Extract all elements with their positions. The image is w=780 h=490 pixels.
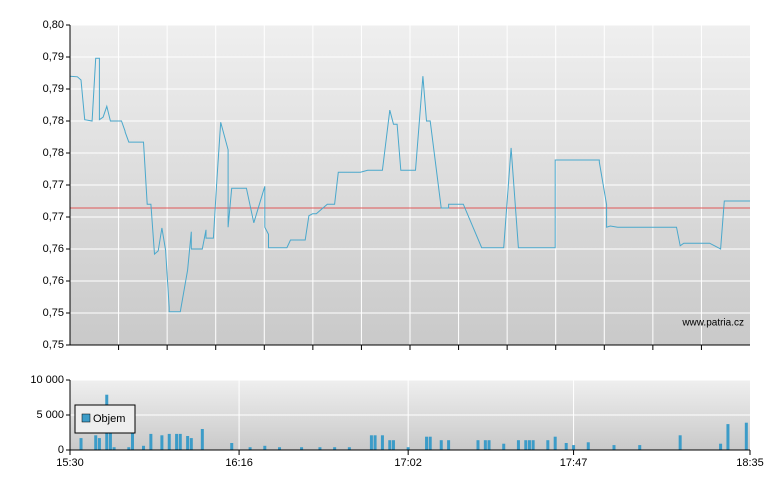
volume-bar: [502, 443, 506, 450]
watermark: www.patria.cz: [681, 318, 744, 329]
y-tick-label: 0,77: [43, 179, 64, 191]
volume-bar: [149, 433, 153, 450]
volume-bar: [516, 440, 520, 450]
volume-bar: [200, 429, 204, 450]
volume-bar: [318, 447, 322, 450]
y-tick-label: 5 000: [36, 409, 64, 421]
volume-bar: [79, 438, 83, 450]
volume-bar: [726, 424, 730, 450]
volume-bar: [439, 440, 443, 450]
volume-bar: [333, 447, 337, 450]
volume-bar: [130, 426, 134, 450]
volume-bar: [678, 435, 682, 450]
volume-bar: [97, 438, 101, 450]
volume-bar: [278, 447, 282, 450]
volume-bar: [94, 435, 98, 450]
y-tick-label: 0,77: [43, 211, 64, 223]
y-tick-label: 0,76: [43, 243, 64, 255]
volume-bar: [175, 433, 179, 450]
volume-bar: [612, 445, 616, 450]
y-tick-label: 0: [58, 444, 64, 456]
volume-bar: [572, 445, 576, 450]
volume-bar: [483, 440, 487, 450]
volume-bar: [142, 445, 146, 450]
volume-bar: [546, 440, 550, 450]
volume-bar: [586, 442, 590, 450]
x-tick-label: 18:35: [736, 457, 764, 469]
x-tick-label: 15:30: [56, 457, 84, 469]
legend-swatch: [81, 413, 91, 423]
volume-bar: [476, 440, 480, 450]
volume-bar: [300, 447, 304, 450]
legend-label: Objem: [93, 413, 125, 425]
x-tick-label: 16:16: [225, 457, 253, 469]
volume-bar: [487, 440, 491, 450]
volume-bar: [189, 438, 193, 450]
y-tick-label: 0,75: [43, 339, 64, 351]
volume-bar: [186, 436, 190, 450]
volume-bar: [380, 435, 384, 450]
volume-bar: [527, 440, 531, 450]
volume-bar: [531, 440, 535, 450]
volume-bar: [127, 447, 131, 450]
volume-bar: [553, 436, 557, 450]
volume-bar: [347, 447, 351, 450]
y-tick-label: 10 000: [30, 374, 64, 386]
volume-bar: [248, 447, 252, 450]
volume-bar: [108, 431, 112, 450]
x-tick-label: 17:47: [560, 457, 588, 469]
price-line: [69, 57, 750, 313]
volume-bar: [178, 433, 182, 450]
y-tick-label: 0,78: [43, 115, 64, 127]
volume-bar: [744, 422, 748, 450]
y-tick-label: 0,80: [43, 19, 64, 31]
volume-bar: [425, 436, 429, 450]
y-tick-label: 0,78: [43, 147, 64, 159]
volume-bar: [638, 445, 642, 450]
volume-bar: [230, 443, 234, 450]
volume-bar: [167, 433, 171, 450]
y-tick-label: 0,79: [43, 83, 64, 95]
volume-bar: [447, 440, 451, 450]
volume-bar: [160, 435, 164, 450]
volume-bar: [428, 436, 432, 450]
y-tick-label: 0,79: [43, 51, 64, 63]
volume-bar: [524, 440, 528, 450]
y-tick-label: 0,76: [43, 275, 64, 287]
y-tick-label: 0,75: [43, 307, 64, 319]
volume-bar: [406, 447, 410, 450]
volume-bar: [719, 443, 723, 450]
volume-bar: [369, 435, 373, 450]
legend: Objem: [74, 404, 136, 434]
volume-bar: [373, 435, 377, 450]
volume-bar: [564, 443, 568, 450]
volume-bar: [112, 447, 116, 450]
volume-bar: [388, 440, 392, 450]
volume-bar: [263, 445, 267, 450]
volume-bar: [391, 440, 395, 450]
x-tick-label: 17:02: [394, 457, 422, 469]
